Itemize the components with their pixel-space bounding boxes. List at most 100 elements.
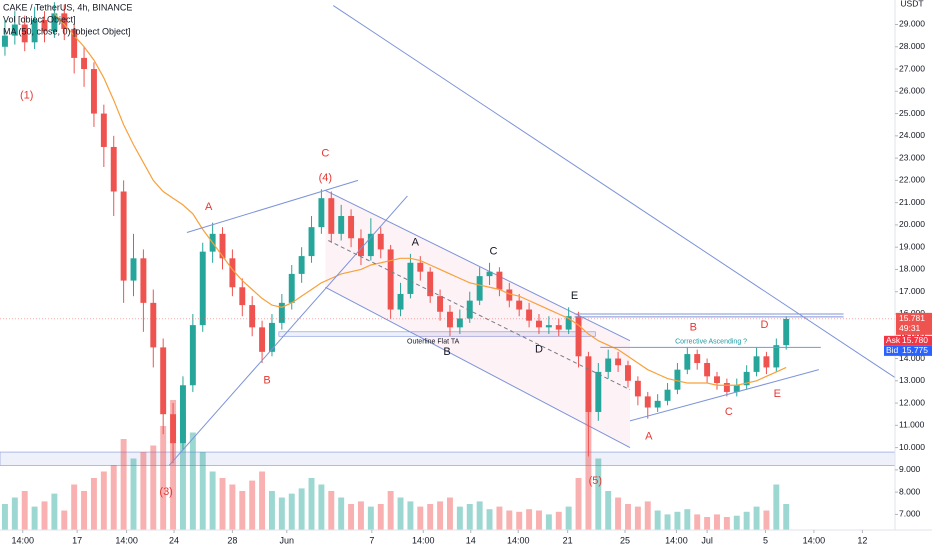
volume-bar [348, 504, 355, 530]
y-tick-label: 7.000 [899, 509, 921, 519]
candle-body [753, 356, 760, 372]
volume-bar [140, 452, 147, 530]
candle-body [654, 400, 661, 408]
volume-bar [773, 484, 780, 530]
volume-legend: Vol [object Object] [3, 14, 76, 24]
candle-body [199, 251, 206, 326]
candle-body [664, 389, 671, 401]
y-tick-label: 20.000 [899, 219, 925, 229]
wave-label: (1) [20, 90, 33, 102]
x-tick-label: 14:00 [412, 535, 435, 545]
y-tick-label: 9.000 [899, 464, 921, 474]
x-tick-label: 24 [169, 535, 179, 545]
candle-body [733, 385, 740, 392]
volume-bar [496, 506, 503, 530]
volume-bar [338, 497, 345, 530]
y-tick-label: 23.000 [899, 152, 925, 162]
wave-label: E [774, 388, 781, 400]
volume-bar [555, 511, 562, 530]
volume-bar [733, 515, 740, 530]
x-tick-label: 21 [563, 535, 573, 545]
bid-name: Bid [886, 345, 899, 355]
trend-line [328, 240, 631, 391]
volume-bar [476, 501, 483, 530]
candle-body [417, 262, 424, 272]
candle-body [575, 316, 582, 357]
candle-body [71, 28, 78, 58]
currency: USDT [900, 0, 923, 8]
zone-band [278, 331, 596, 337]
volume-bar [278, 497, 285, 530]
volume-bar [259, 471, 266, 530]
x-tick-label: Jul [701, 535, 713, 545]
y-tick-label: 28.000 [899, 41, 925, 51]
candle-body [239, 287, 246, 306]
volume-bar [575, 478, 582, 530]
wave-label: Outerline Flat TA [407, 339, 460, 346]
candle-body [81, 57, 88, 70]
volume-bar [664, 514, 671, 530]
candle-body [130, 258, 137, 281]
volume-bar [486, 509, 493, 530]
y-tick-label: 26.000 [899, 86, 925, 96]
ma-legend: MA (50, close, 0) [object Object] [3, 26, 131, 36]
candle-body [21, 24, 28, 43]
candle-body [278, 302, 285, 323]
candle-body [555, 325, 562, 330]
x-tick-label: 5 [763, 535, 768, 545]
candle-body [427, 271, 434, 297]
volume-bar [743, 511, 750, 530]
volume-bar [615, 497, 622, 530]
candle-body [51, 13, 58, 32]
wave-label: (3) [159, 486, 172, 498]
volume-bar [90, 478, 97, 530]
candle-body [219, 233, 226, 259]
price-axis [895, 0, 932, 550]
volume-bar [377, 504, 384, 530]
trend-line [333, 5, 895, 379]
wave-label: B [443, 346, 450, 358]
wave-label: B [263, 375, 270, 387]
volume-bar [654, 510, 661, 530]
candle-body [61, 13, 68, 29]
y-tick-label: 22.000 [899, 175, 925, 185]
candle-body [694, 354, 701, 363]
ma-line [53, 12, 787, 386]
candle-body [189, 325, 196, 386]
trend-line [186, 179, 359, 233]
y-tick-label: 14.000 [899, 353, 925, 363]
candle-body [268, 322, 275, 352]
volume-bar [753, 506, 760, 530]
candle-body [605, 358, 612, 372]
volume-bar [229, 484, 236, 530]
y-tick-label: 18.000 [899, 264, 925, 274]
candle-body [516, 300, 523, 310]
y-tick-label: 15.000 [899, 331, 925, 341]
volume-bar [565, 506, 572, 530]
y-tick-label: 21.000 [899, 197, 925, 207]
ask-label: 15.780 [902, 335, 928, 345]
candle-body [348, 216, 355, 239]
candle-body [615, 358, 622, 366]
volume-bar [199, 452, 206, 530]
wave-label: B [690, 321, 697, 333]
chart-title: CAKE / TetherUS, 4h, BINANCE [3, 2, 132, 12]
volume-bar [189, 432, 196, 530]
volume-bar [644, 501, 651, 530]
candle-body [585, 356, 592, 412]
candle-body [644, 396, 651, 408]
x-tick-label: 7 [369, 535, 374, 545]
volume-bar [11, 497, 18, 530]
bid-label: 15.775 [902, 345, 928, 355]
x-tick-label: 14:00 [11, 535, 34, 545]
volume-bar [130, 458, 137, 530]
volume-bar [239, 491, 246, 530]
candle-body [259, 327, 266, 352]
zone-band [0, 451, 895, 466]
y-tick-label: 17.000 [899, 286, 925, 296]
ask-box [884, 335, 932, 346]
candle-body [714, 376, 720, 384]
x-tick-label: 28 [227, 535, 237, 545]
volume-bar [704, 517, 711, 530]
candle-body [407, 262, 414, 294]
